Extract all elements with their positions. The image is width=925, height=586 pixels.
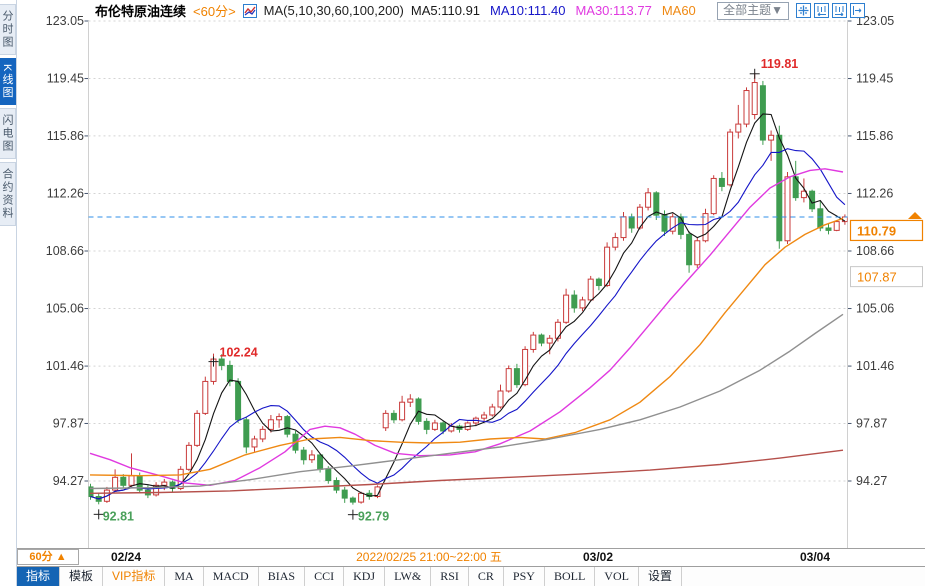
x-axis-labels: 02/24 2022/02/25 21:00~22:00 五 03/02 03/04 xyxy=(111,550,830,564)
price-up-arrow-icon xyxy=(908,211,922,219)
toolbar-tab-vol[interactable]: VOL xyxy=(595,567,639,586)
ma-legend: MA5:110.91 MA10:111.40 MA30:113.77 MA60 xyxy=(411,3,696,18)
candle-series xyxy=(88,72,848,505)
ma-line-ma10 xyxy=(90,148,846,500)
svg-text:102.24: 102.24 xyxy=(220,346,258,360)
ma-params-label: MA(5,10,30,60,100,200) xyxy=(263,3,404,18)
indicator-toolbar: 指标 模板 VIP指标 MA MACD BIAS CCI KDJ LW& RSI CR PSY BOLL… xyxy=(17,566,925,586)
toolbar-tab-ma[interactable]: MA xyxy=(165,567,204,586)
toolbar-tab-boll[interactable]: BOLL xyxy=(545,567,596,586)
reference-price-tag: 107.87 xyxy=(850,266,923,288)
line-chart-icon xyxy=(242,3,257,18)
svg-text:97.87: 97.87 xyxy=(856,416,887,430)
svg-text:92.79: 92.79 xyxy=(358,510,389,524)
toolbar-tab-lwr[interactable]: LW& xyxy=(385,567,432,586)
svg-text:03/04: 03/04 xyxy=(800,550,830,564)
svg-text:123.05: 123.05 xyxy=(46,14,84,28)
period-button[interactable]: 60分 ▲ xyxy=(17,549,79,565)
toolbar-tab-psy[interactable]: PSY xyxy=(504,567,545,586)
svg-text:115.86: 115.86 xyxy=(47,129,84,143)
toolbar-tab-indicator[interactable]: 指标 xyxy=(17,567,61,586)
svg-text:101.46: 101.46 xyxy=(46,359,84,373)
toolbar-tab-rsi[interactable]: RSI xyxy=(431,567,469,586)
svg-text:105.06: 105.06 xyxy=(46,302,84,316)
svg-text:105.06: 105.06 xyxy=(856,302,894,316)
svg-text:119.45: 119.45 xyxy=(47,72,84,86)
current-price-tag: 110.79 xyxy=(849,211,924,242)
svg-text:110.79: 110.79 xyxy=(857,223,896,238)
compress-right-icon[interactable] xyxy=(832,3,847,18)
sidebar: 分时图 K线图闪电图合约资料 xyxy=(0,0,17,586)
ma-line-ma60 xyxy=(89,217,844,477)
sidebar-tab-time-chart[interactable]: 分时图 xyxy=(0,4,16,55)
svg-text:108.66: 108.66 xyxy=(856,244,894,258)
ma-line-ma100 xyxy=(89,313,844,490)
svg-text:101.46: 101.46 xyxy=(856,359,894,373)
compress-left-icon[interactable] xyxy=(814,3,829,18)
sidebar-tab-flash-chart[interactable]: 闪电图 xyxy=(0,108,16,160)
svg-text:108.66: 108.66 xyxy=(46,244,84,258)
ma-legend-value: MA10:111.40 xyxy=(490,3,566,18)
svg-text:92.81: 92.81 xyxy=(103,509,134,523)
theme-selector-button[interactable]: 全部主题▼ xyxy=(717,1,789,20)
sidebar-tab-contract-info[interactable]: 合约资料 xyxy=(0,162,16,227)
svg-text:112.26: 112.26 xyxy=(47,186,84,200)
toolbar-tab-cci[interactable]: CCI xyxy=(305,567,345,586)
svg-text:97.87: 97.87 xyxy=(53,416,84,430)
ma-line-ma200 xyxy=(89,449,844,494)
ma-legend-value: MA60 xyxy=(661,3,696,18)
toolbar-tab-kdj[interactable]: KDJ xyxy=(344,567,386,586)
ma-lines xyxy=(89,113,846,500)
period-tag: <60分> xyxy=(193,4,236,19)
pan-cross-icon[interactable] xyxy=(796,3,811,18)
svg-text:112.26: 112.26 xyxy=(856,186,893,200)
svg-text:02/24: 02/24 xyxy=(111,550,141,564)
header: 布伦特原油连续 <60分> MA(5,10,30,60,100,200) MA5… xyxy=(17,0,925,21)
ma-legend-value: MA5:110.91 xyxy=(410,3,481,18)
svg-text:123.05: 123.05 xyxy=(856,14,894,28)
svg-text:119.45: 119.45 xyxy=(856,72,893,86)
ma-line-ma5 xyxy=(90,113,846,500)
toolbar-tab-settings[interactable]: 设置 xyxy=(639,567,682,586)
svg-text:94.27: 94.27 xyxy=(53,474,84,488)
toolbar-tab-bias[interactable]: BIAS xyxy=(259,567,306,586)
toolbar-tab-template[interactable]: 模板 xyxy=(60,567,104,586)
toolbar-tab-cr[interactable]: CR xyxy=(469,567,504,586)
svg-text:119.81: 119.81 xyxy=(761,57,799,71)
svg-text:03/02: 03/02 xyxy=(583,550,613,564)
svg-text:2022/02/25 21:00~22:00 五: 2022/02/25 21:00~22:00 五 xyxy=(356,550,502,564)
ma-line-ma30 xyxy=(89,168,844,486)
symbol-title: 布伦特原油连续 xyxy=(95,4,187,19)
grid-lines: 123.05 123.05 119.45 119.45 115.86 115.86 112.… xyxy=(46,14,895,488)
svg-text:94.27: 94.27 xyxy=(856,474,887,488)
chart-tool-icons xyxy=(796,3,865,18)
svg-text:107.87: 107.87 xyxy=(857,270,897,285)
sidebar-tab-kline[interactable]: K线图 xyxy=(0,58,16,106)
price-markers: 119.81 102.24 92.81 92.79 xyxy=(93,57,799,524)
svg-text:115.86: 115.86 xyxy=(856,129,893,143)
kline-chart-canvas[interactable]: 123.05 123.05 119.45 119.45 115.86 115.86 112.… xyxy=(0,0,925,565)
toolbar-tab-vip-indicator[interactable]: VIP指标 xyxy=(103,567,166,586)
ma-legend-value: MA30:113.77 xyxy=(575,3,652,18)
shift-right-icon[interactable] xyxy=(850,3,865,18)
toolbar-tab-macd[interactable]: MACD xyxy=(204,567,259,586)
